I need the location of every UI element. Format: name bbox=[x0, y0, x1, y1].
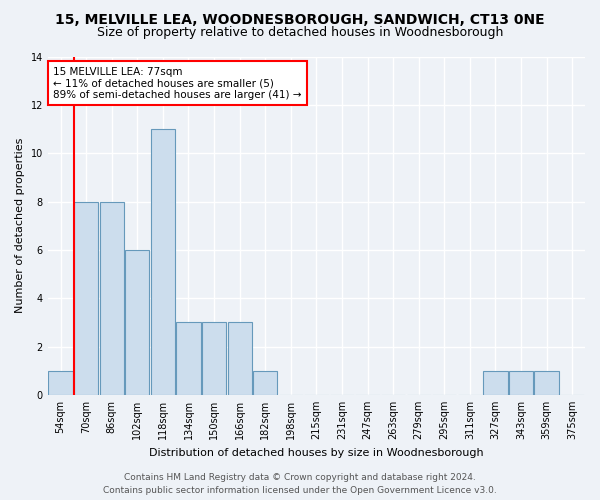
Bar bbox=[253, 371, 277, 395]
Bar bbox=[100, 202, 124, 395]
Text: Contains HM Land Registry data © Crown copyright and database right 2024.
Contai: Contains HM Land Registry data © Crown c… bbox=[103, 473, 497, 495]
Bar bbox=[125, 250, 149, 395]
Bar bbox=[202, 322, 226, 395]
Bar bbox=[74, 202, 98, 395]
Bar bbox=[49, 371, 73, 395]
Text: 15 MELVILLE LEA: 77sqm
← 11% of detached houses are smaller (5)
89% of semi-deta: 15 MELVILLE LEA: 77sqm ← 11% of detached… bbox=[53, 66, 302, 100]
Text: Size of property relative to detached houses in Woodnesborough: Size of property relative to detached ho… bbox=[97, 26, 503, 39]
Bar bbox=[151, 129, 175, 395]
Bar bbox=[509, 371, 533, 395]
Text: 15, MELVILLE LEA, WOODNESBOROUGH, SANDWICH, CT13 0NE: 15, MELVILLE LEA, WOODNESBOROUGH, SANDWI… bbox=[55, 12, 545, 26]
Y-axis label: Number of detached properties: Number of detached properties bbox=[15, 138, 25, 314]
Bar bbox=[176, 322, 200, 395]
X-axis label: Distribution of detached houses by size in Woodnesborough: Distribution of detached houses by size … bbox=[149, 448, 484, 458]
Bar bbox=[535, 371, 559, 395]
Bar bbox=[484, 371, 508, 395]
Bar bbox=[227, 322, 252, 395]
